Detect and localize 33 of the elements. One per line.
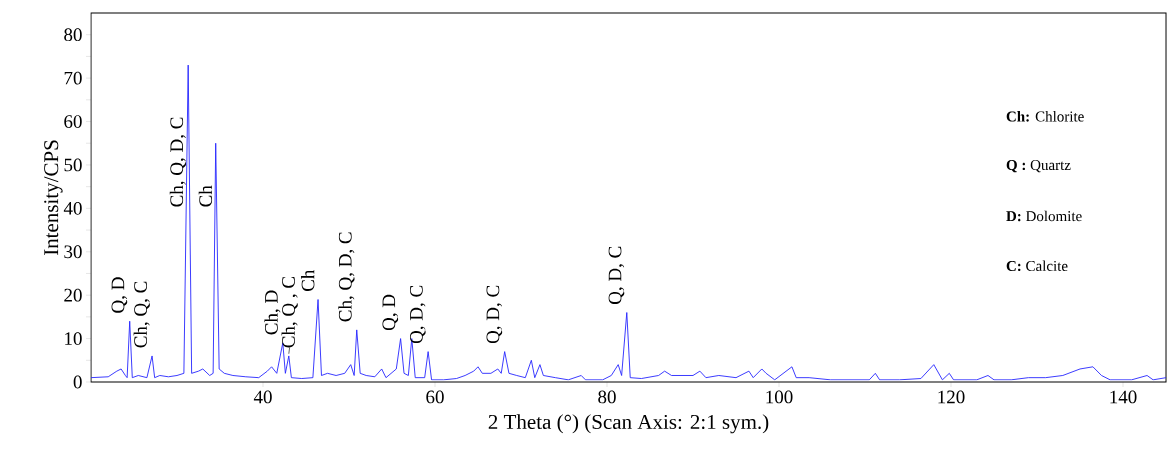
annotation: Ch, Q, D, C xyxy=(169,117,186,207)
x-tick-label: 60 xyxy=(426,390,444,404)
annotation: Ch xyxy=(198,185,213,207)
annotation: Ch: Chlorite xyxy=(1006,111,1084,122)
y-tick-label: 10 xyxy=(65,332,82,345)
y-tick-label: 20 xyxy=(64,288,82,302)
x-axis-title: 2 Theta (°) (Scan Axis: 2:1 sym.) xyxy=(488,414,769,434)
y-tick-label: 0 xyxy=(73,375,82,389)
annotation: Q, D xyxy=(111,277,128,313)
annotation: Q, D, C xyxy=(608,246,625,305)
y-tick-label: 70 xyxy=(64,71,82,85)
x-tick-label: 80 xyxy=(598,390,616,404)
annotation: Ch xyxy=(301,269,315,292)
annotation: Q, D, C xyxy=(409,285,426,344)
y-axis-title: Intensity/CPS xyxy=(44,140,63,256)
annotation: Q, D xyxy=(382,294,399,331)
annotation: Ch, Q, D, C xyxy=(338,232,355,322)
annotation: Ch, Q , C xyxy=(281,277,298,348)
annotation: Q : Quartz xyxy=(1006,159,1071,173)
annotation: Ch, D xyxy=(264,290,281,335)
annotation: Q, D, C xyxy=(486,285,503,344)
y-tick-label: 80 xyxy=(64,28,82,42)
x-tick-label: 40 xyxy=(253,390,272,404)
annotation: Ch, Q, C xyxy=(133,281,150,348)
x-tick-label: 100 xyxy=(766,390,793,404)
y-tick-label: 30 xyxy=(64,245,82,259)
x-tick-label: 140 xyxy=(1110,390,1137,404)
x-tick-label: 120 xyxy=(938,390,965,404)
annotation: D: Dolomite xyxy=(1006,210,1082,222)
y-tick-label: 50 xyxy=(64,158,82,172)
y-tick-label: 60 xyxy=(64,115,82,128)
y-tick-label: 40 xyxy=(63,201,82,215)
annotation: C: Calcite xyxy=(1006,260,1068,272)
